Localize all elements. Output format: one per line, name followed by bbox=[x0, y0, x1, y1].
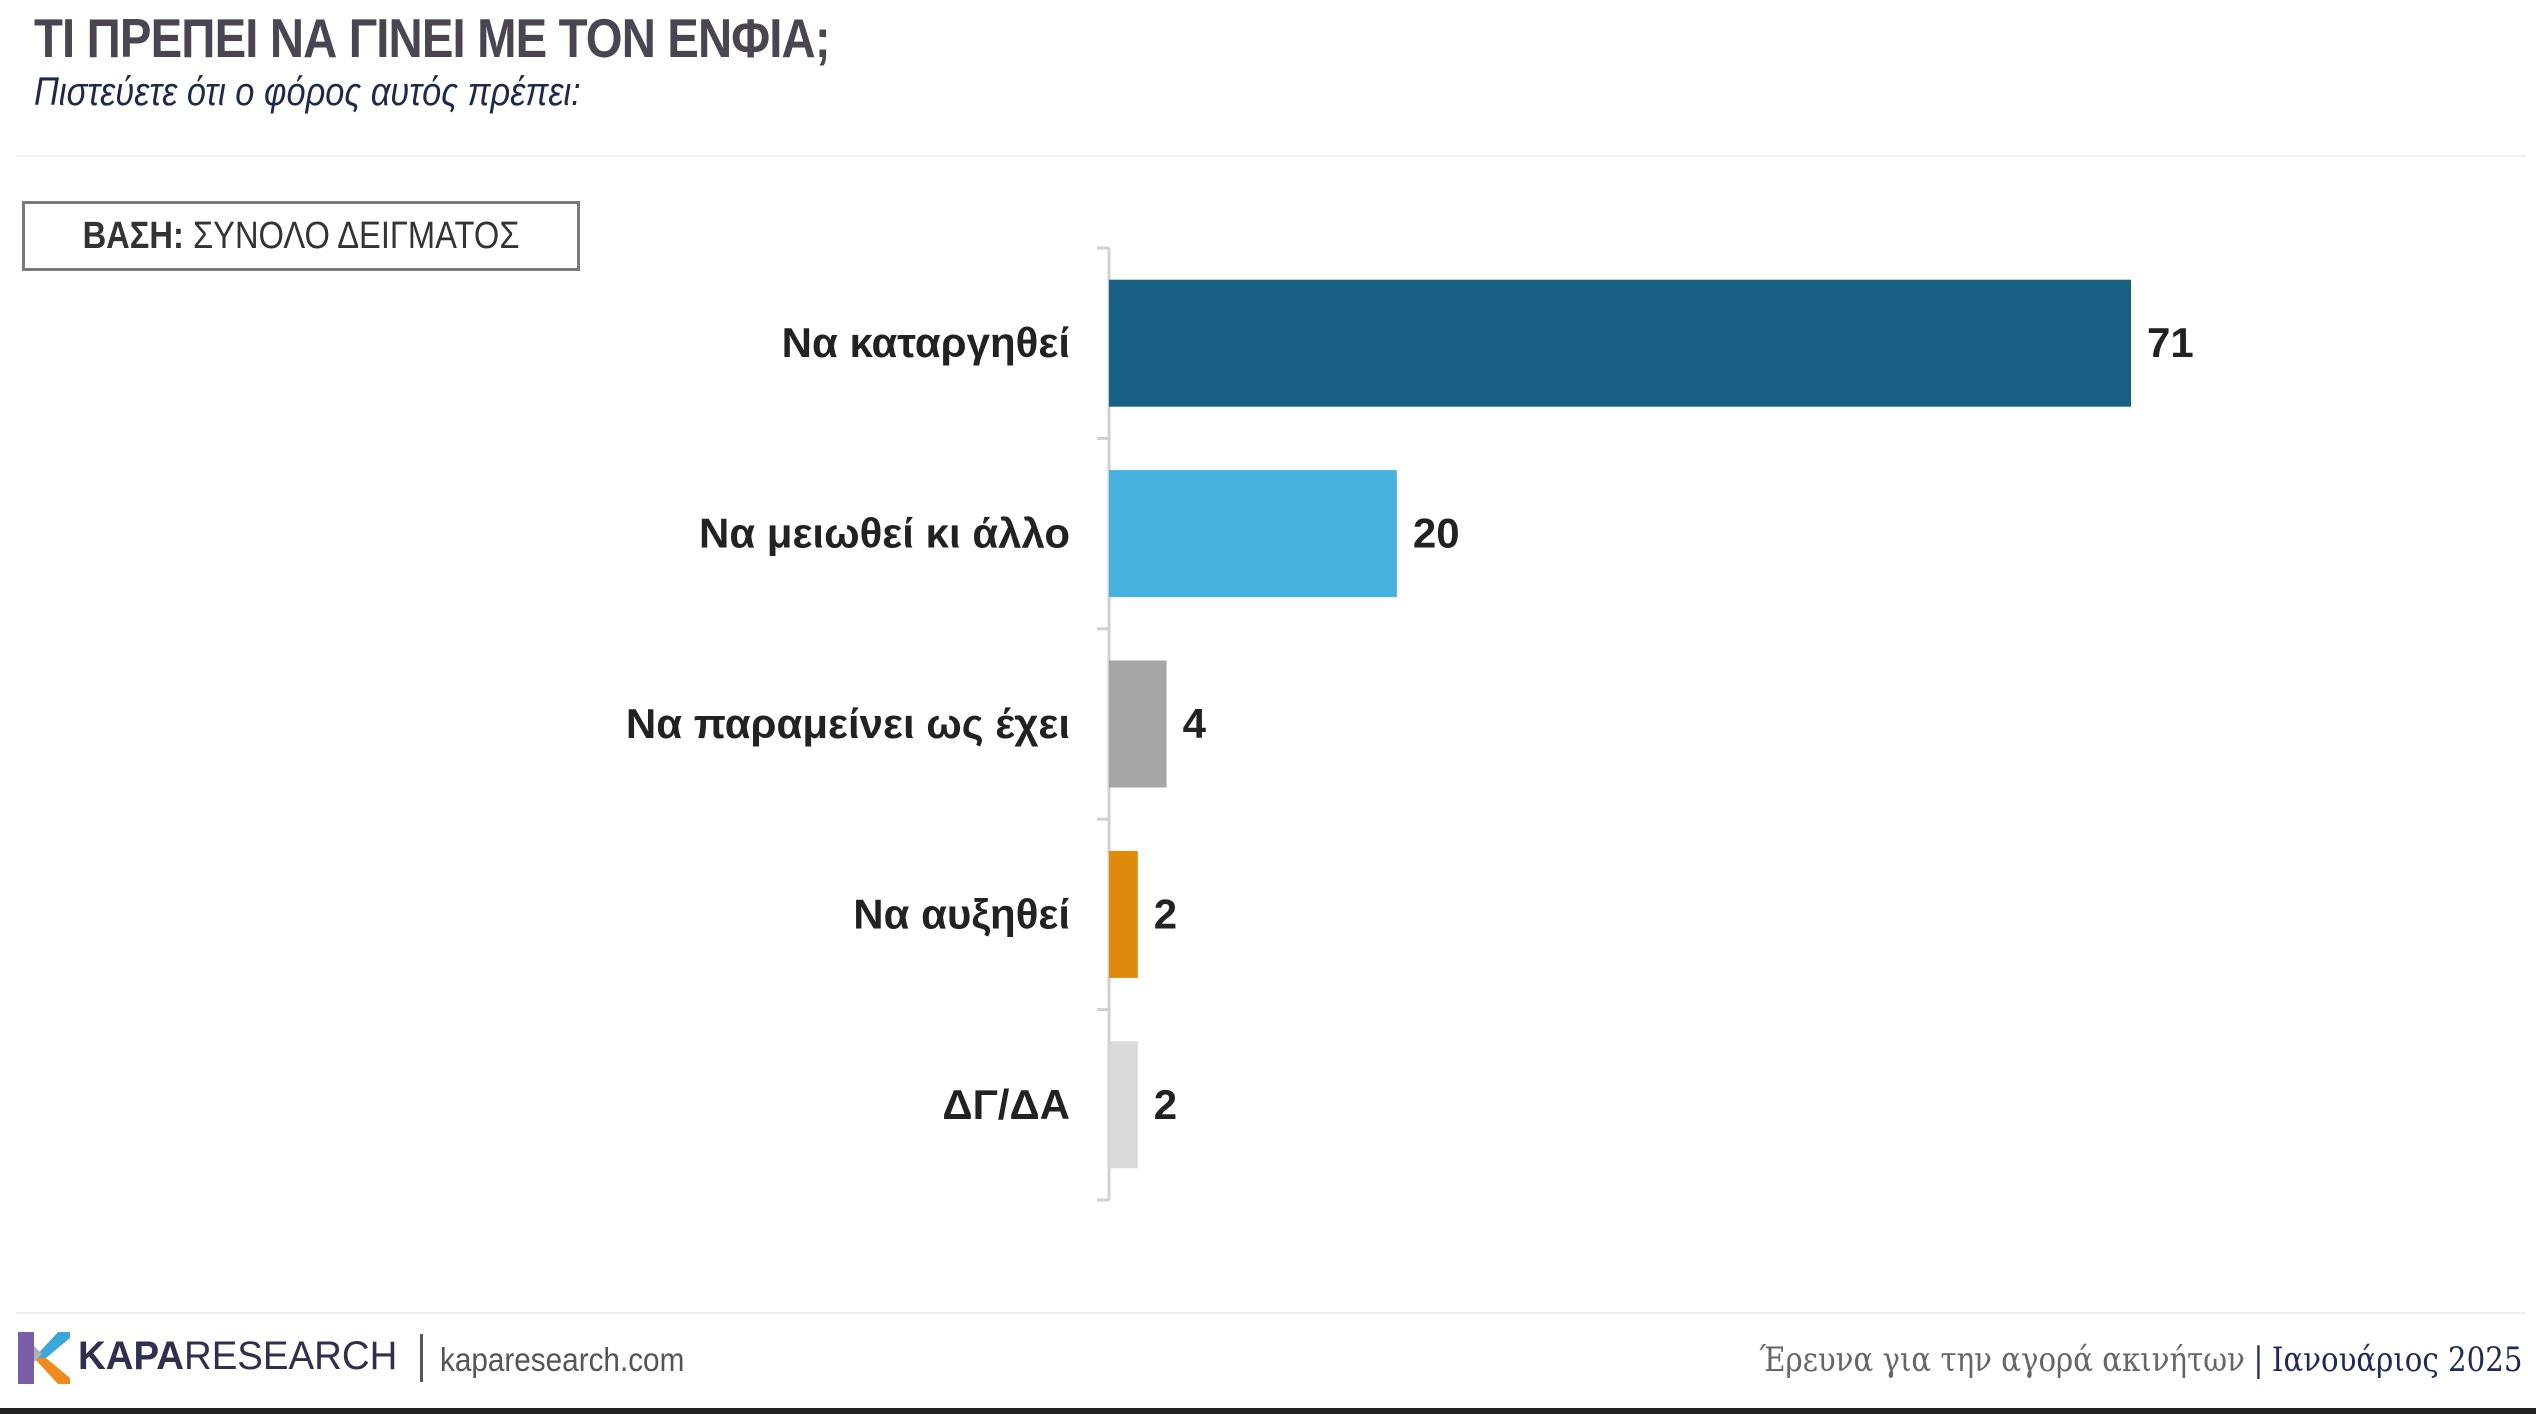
survey-date: Ιανουάριος 2025 bbox=[2271, 1340, 2522, 1380]
bar-chart: Να καταργηθεί 71 Να μειωθεί κι άλλο 20 Να πα… bbox=[626, 246, 2194, 1202]
data-label: 71 bbox=[2147, 319, 2194, 366]
chart-subtitle: Πιστεύετε ότι ο φόρος αυτός πρέπει: bbox=[34, 70, 581, 114]
data-label: 2 bbox=[1154, 1081, 1177, 1128]
footer-separator: | bbox=[2252, 1340, 2263, 1380]
category-label: Να καταργηθεί bbox=[782, 319, 1070, 366]
base-label: ΒΑΣΗ: ΣΥΝΟΛΟ ΔΕΙΓΜΑΤΟΣ bbox=[83, 215, 520, 258]
brand-bold: ΚΑΡΑ bbox=[78, 1334, 184, 1378]
header-divider bbox=[16, 155, 2526, 157]
base-label-text: ΣΥΝΟΛΟ ΔΕΙΓΜΑΤΟΣ bbox=[192, 214, 520, 257]
bar bbox=[1109, 660, 1167, 788]
brand-rest: RESEARCH bbox=[183, 1334, 398, 1378]
bar bbox=[1109, 470, 1397, 598]
bar bbox=[1109, 1041, 1138, 1169]
base-label-bold: ΒΑΣΗ: bbox=[82, 214, 184, 257]
category-label: Να μειωθεί κι άλλο bbox=[699, 510, 1070, 557]
data-label: 20 bbox=[1413, 510, 1460, 557]
footer-survey-info: Έρευνα για την αγορά ακινήτων | Ιανουάριος… bbox=[1759, 1340, 2522, 1380]
brand-separator bbox=[420, 1334, 423, 1382]
category-label: ΔΓ/ΔΑ bbox=[942, 1081, 1070, 1128]
category-label: Να παραμείνει ως έχει bbox=[626, 700, 1070, 747]
kapa-logo-icon bbox=[18, 1332, 70, 1384]
survey-name: Έρευνα για την αγορά ακινήτων bbox=[1758, 1340, 2245, 1380]
bar bbox=[1109, 279, 2131, 407]
category-label: Να αυξηθεί bbox=[853, 890, 1070, 937]
footer-divider bbox=[16, 1312, 2526, 1314]
bar bbox=[1109, 850, 1138, 978]
base-label-box: ΒΑΣΗ: ΣΥΝΟΛΟ ΔΕΙΓΜΑΤΟΣ bbox=[22, 201, 580, 271]
bottom-bar bbox=[0, 1408, 2536, 1414]
data-label: 4 bbox=[1183, 700, 1207, 747]
brand-name: ΚΑΡΑRESEARCH bbox=[78, 1334, 397, 1379]
website-link[interactable]: kaparesearch.com bbox=[440, 1341, 685, 1378]
data-label: 2 bbox=[1154, 890, 1177, 937]
chart-title: ΤΙ ΠΡΕΠΕΙ ΝΑ ΓΙΝΕΙ ΜΕ ΤΟΝ ΕΝΦΙΑ; bbox=[34, 7, 831, 69]
